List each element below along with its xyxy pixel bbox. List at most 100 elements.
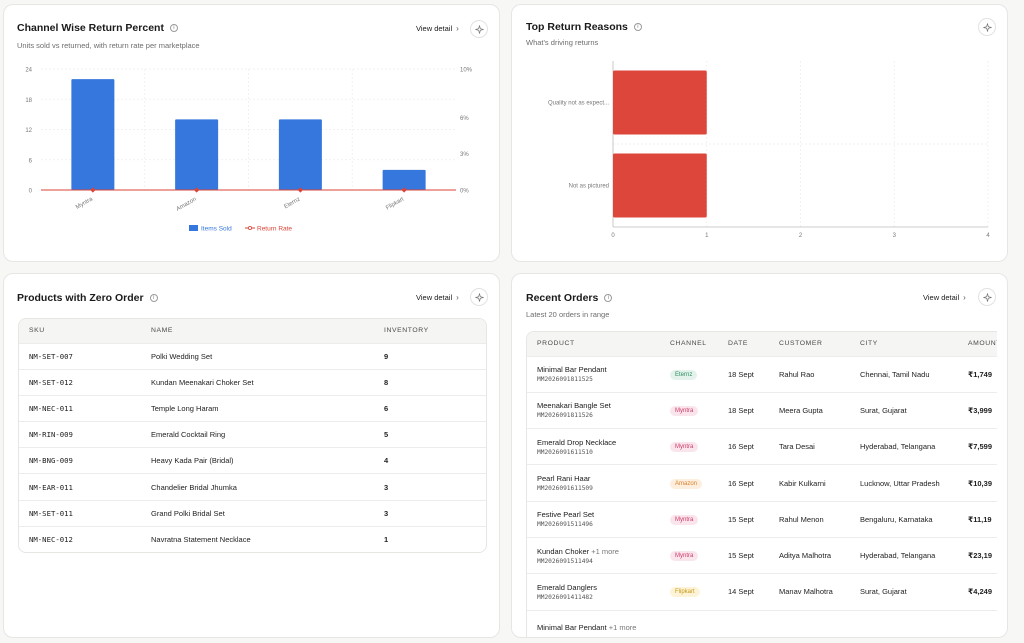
name-cell: Polki Wedding Set <box>141 342 374 370</box>
channel-cell: Myntra <box>660 500 718 538</box>
zero-order-title-row: Products with Zero Order i <box>17 292 158 304</box>
info-icon[interactable]: i <box>169 24 178 32</box>
info-icon[interactable]: i <box>149 294 158 302</box>
customer-cell: Tara Desai <box>769 428 850 465</box>
product-label: Pearl Rani Haar <box>537 474 591 484</box>
column-header-customer[interactable]: CUSTOMER <box>769 332 850 356</box>
column-header-sku[interactable]: SKU <box>19 319 141 343</box>
sparkle-icon <box>474 292 484 302</box>
product-label: Emerald Danglers <box>537 582 598 592</box>
legend-swatch-items-sold <box>189 225 198 231</box>
date-cell: 16 Sept <box>718 428 769 465</box>
x-tick-label: Flipkart <box>385 196 405 211</box>
sparkle-icon <box>982 292 992 302</box>
table-row[interactable]: NM-NEC-011 Temple Long Haram 6 <box>19 394 486 422</box>
table-row[interactable]: NM-SET-007 Polki Wedding Set 9 <box>19 342 486 370</box>
y2-tick-label: 6% <box>460 116 469 122</box>
column-header-city[interactable]: CITY <box>850 332 958 356</box>
table-row[interactable]: Minimal Bar Pendant +1 more <box>527 609 997 637</box>
bar-items-sold <box>71 79 115 190</box>
name-cell: Navratna Statement Necklace <box>141 525 374 552</box>
chevron-right-icon: › <box>456 293 459 302</box>
return-rate-point <box>401 187 407 193</box>
inventory-cell: 5 <box>374 421 486 448</box>
y2-tick-label: 3% <box>460 152 469 158</box>
table-row[interactable]: Festive Pearl Set MM2026091511496 Myntra 1… <box>527 500 997 538</box>
chevron-right-icon: › <box>456 24 459 33</box>
channel-badge: Myntra <box>670 405 699 416</box>
product-name: Meenakari Bangle Set <box>537 401 650 410</box>
table-row[interactable]: Kundan Choker +1 more MM2026091511494 Mynt… <box>527 536 997 574</box>
ai-insights-button[interactable] <box>978 288 996 306</box>
recent-orders-title-row: Recent Orders i <box>526 292 613 304</box>
product-cell: Minimal Bar Pendant MM2026091811525 <box>527 355 660 393</box>
y-tick-label: 6 <box>29 158 33 164</box>
product-cell: Festive Pearl Set MM2026091511496 <box>527 500 660 538</box>
order-id: MM2026091511496 <box>537 521 593 529</box>
ai-insights-button[interactable] <box>470 20 488 38</box>
customer-cell: Manav Malhotra <box>769 573 850 611</box>
inventory-cell: 1 <box>374 525 486 552</box>
ai-insights-button[interactable] <box>978 18 996 36</box>
ai-insights-button[interactable] <box>470 288 488 306</box>
inventory-cell: 4 <box>374 447 486 474</box>
sku-cell: NM-EAR-011 <box>19 473 141 501</box>
channel-badge: Eternz <box>670 369 698 380</box>
x-tick-label: 3 <box>893 233 897 239</box>
return-reasons-chart: 0 1 2 3 4 Quality not as expect... Not as pict… <box>548 61 990 239</box>
view-detail-button[interactable]: View detail › <box>416 293 459 302</box>
table-row[interactable]: Meenakari Bangle Set MM2026091811526 Mynt… <box>527 391 997 429</box>
inventory-cell: 3 <box>374 473 486 501</box>
date-cell <box>718 609 769 637</box>
x-tick-label: Myntra <box>75 196 94 211</box>
y-tick-label: 24 <box>25 68 32 74</box>
amount-cell: ₹23,19 <box>958 536 997 574</box>
sku-cell: NM-SET-012 <box>19 368 141 396</box>
inventory-cell: 8 <box>374 368 486 396</box>
view-detail-label: View detail <box>416 24 453 33</box>
channel-cell: Flipkart <box>660 573 718 611</box>
sku-cell: NM-NEC-011 <box>19 394 141 422</box>
table-row[interactable]: NM-NEC-012 Navratna Statement Necklace 1 <box>19 525 486 552</box>
amount-cell <box>958 609 997 637</box>
product-label: Meenakari Bangle Set <box>537 401 611 411</box>
channel-cell <box>660 609 718 637</box>
city-cell: Bengaluru, Karnataka <box>850 500 958 538</box>
table-row[interactable]: Minimal Bar Pendant MM2026091811525 Etern… <box>527 355 997 393</box>
table-row[interactable]: NM-EAR-011 Chandelier Bridal Jhumka 3 <box>19 473 486 501</box>
amount-cell: ₹11,19 <box>958 500 997 538</box>
column-header-date[interactable]: DATE <box>718 332 769 356</box>
info-icon[interactable]: i <box>604 294 613 302</box>
table-row[interactable]: Emerald Drop Necklace MM2026091611510 Myn… <box>527 428 997 465</box>
card-subtitle: Units sold vs returned, with return rate… <box>17 41 200 50</box>
table-row[interactable]: NM-RIN-009 Emerald Cocktail Ring 5 <box>19 421 486 448</box>
recent-orders-table[interactable]: PRODUCT CHANNEL DATE CUSTOMER CITY AMOUN… <box>526 331 997 637</box>
x-tick-label: Amazon <box>176 197 198 213</box>
date-cell: 16 Sept <box>718 464 769 502</box>
inventory-cell: 3 <box>374 499 486 527</box>
column-header-name[interactable]: NAME <box>141 319 374 343</box>
column-header-amount[interactable]: AMOUNT <box>958 332 997 356</box>
product-cell: Kundan Choker +1 more MM2026091511494 <box>527 536 660 574</box>
order-id: MM2026091811526 <box>537 412 593 420</box>
chevron-right-icon: › <box>963 293 966 302</box>
view-detail-button[interactable]: View detail › <box>923 293 966 302</box>
column-header-inventory[interactable]: INVENTORY <box>374 319 486 343</box>
card-title: Top Return Reasons <box>526 21 628 33</box>
y-tick-label: 12 <box>25 128 32 134</box>
table-row[interactable]: NM-BNG-009 Heavy Kada Pair (Bridal) 4 <box>19 447 486 474</box>
table-row[interactable]: NM-SET-011 Grand Polki Bridal Set 3 <box>19 499 486 527</box>
channel-cell: Myntra <box>660 536 718 574</box>
column-header-product[interactable]: PRODUCT <box>527 332 660 356</box>
view-detail-button[interactable]: View detail › <box>416 24 459 33</box>
customer-cell: Aditya Malhotra <box>769 536 850 574</box>
table-row[interactable]: Pearl Rani Haar MM2026091611509 Amazon 16 … <box>527 464 997 502</box>
table-row[interactable]: NM-SET-012 Kundan Meenakari Choker Set 8 <box>19 368 486 396</box>
info-icon[interactable]: i <box>633 23 642 31</box>
table-row[interactable]: Emerald Danglers MM2026091411482 Flipkart… <box>527 573 997 611</box>
column-header-channel[interactable]: CHANNEL <box>660 332 718 356</box>
channel-badge: Myntra <box>670 514 699 525</box>
product-label: Emerald Drop Necklace <box>537 437 617 447</box>
inventory-cell: 9 <box>374 342 486 370</box>
channel-return-chart: 0 6 12 18 24 0% 3% 6% 10% Myntra Amazon Eternz Flipk… <box>25 68 472 233</box>
